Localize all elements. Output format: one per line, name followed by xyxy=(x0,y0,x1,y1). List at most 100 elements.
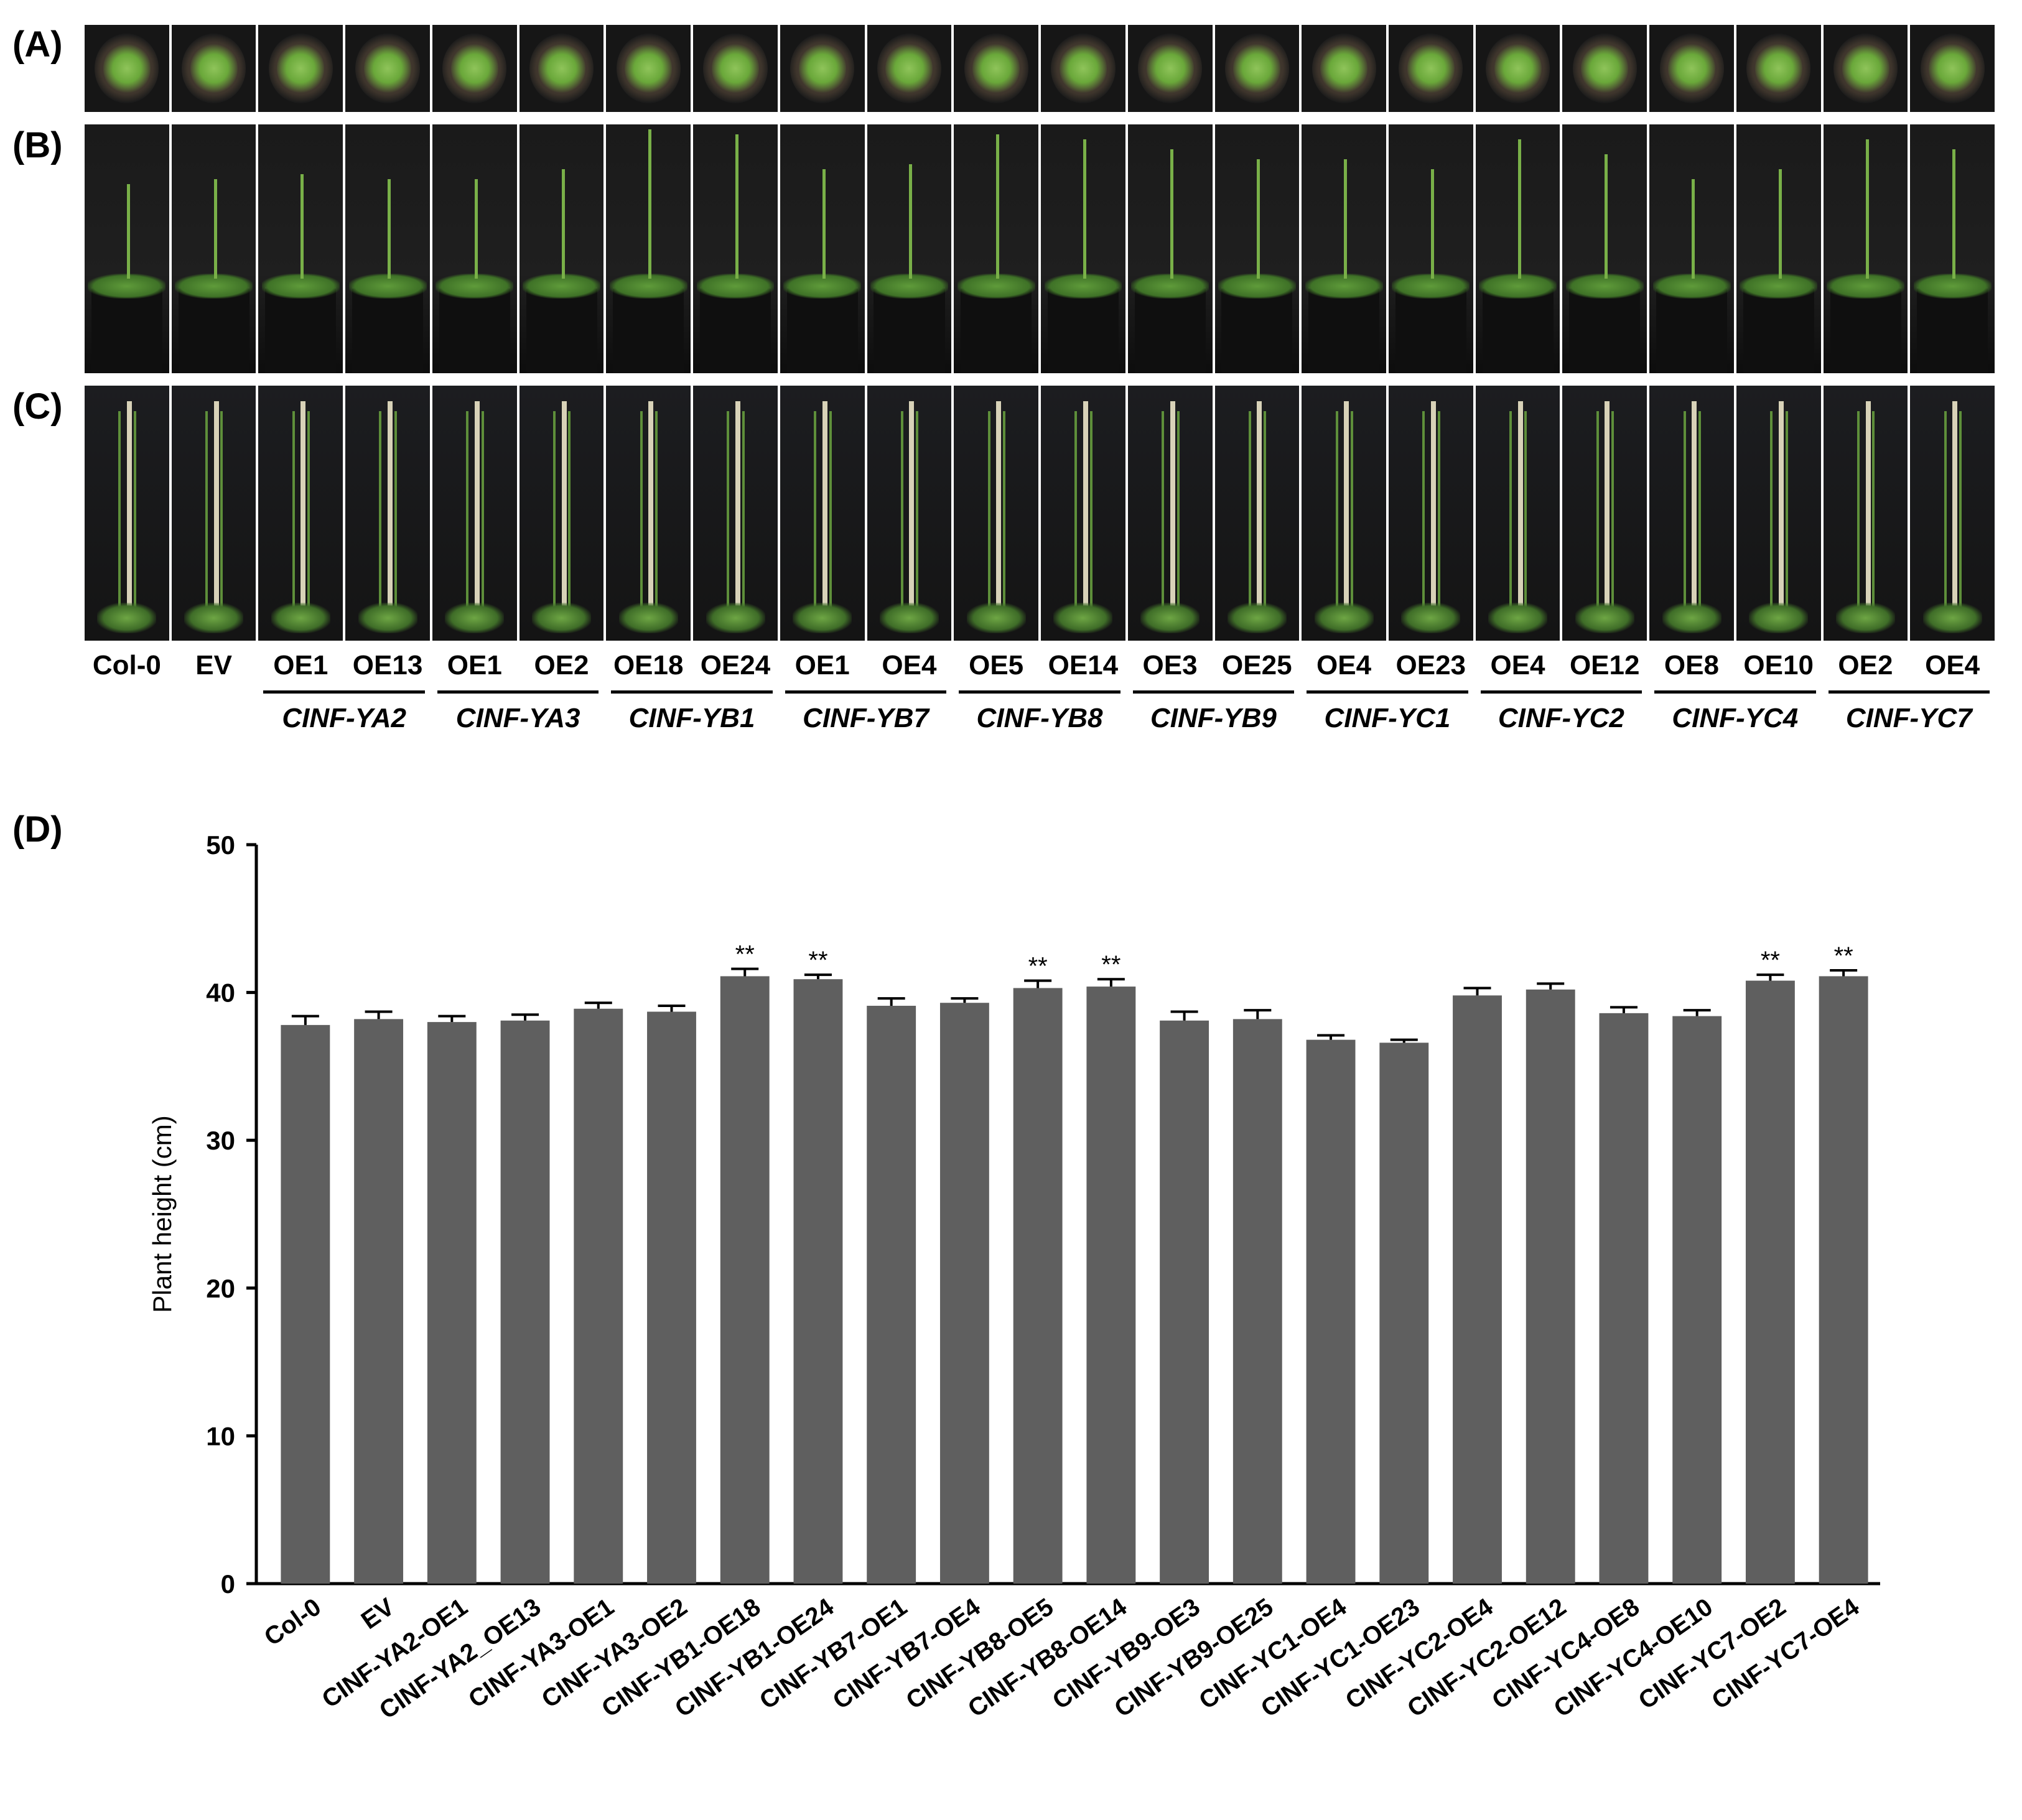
bolting-plant-photo xyxy=(432,124,517,373)
bar xyxy=(427,1022,477,1584)
significance-label: ** xyxy=(735,941,755,968)
bolting-plant-photo xyxy=(345,124,430,373)
bolting-plant-photo xyxy=(606,124,691,373)
bar xyxy=(1086,987,1136,1584)
genotype-label: OE13 xyxy=(352,650,423,680)
genotype-label: OE8 xyxy=(1664,650,1719,680)
bolting-plant-photo xyxy=(1214,124,1300,373)
mature-plant-photo xyxy=(1389,386,1473,641)
bar xyxy=(1013,988,1063,1584)
rosette-photo-strip xyxy=(85,25,1995,112)
gene-label: CINF-YB7 xyxy=(803,703,929,733)
genotype-label: EV xyxy=(195,650,232,680)
bar xyxy=(354,1019,404,1584)
genotype-label: OE18 xyxy=(613,650,684,680)
x-tick-label: Col-0 xyxy=(259,1593,326,1651)
mature-plant-photo xyxy=(780,386,865,641)
gene-underline xyxy=(1480,690,1642,694)
rosette-photo xyxy=(171,25,256,112)
x-tick-label: EV xyxy=(356,1593,399,1635)
rosette-photo xyxy=(693,25,778,112)
mature-plant-photo xyxy=(1562,386,1647,641)
genotype-label: OE2 xyxy=(534,650,589,680)
mature-plant-photo xyxy=(432,386,517,641)
gene-underline xyxy=(785,690,947,694)
bolting-plant-photo xyxy=(85,124,169,373)
rosette-photo xyxy=(954,25,1039,112)
genotype-label: OE4 xyxy=(1490,650,1545,680)
bar xyxy=(647,1011,696,1584)
gene-underline xyxy=(437,690,599,694)
rosette-photo xyxy=(1736,25,1821,112)
gene-label: CINF-YC1 xyxy=(1324,703,1451,733)
mature-plant-photo xyxy=(258,386,343,641)
bar xyxy=(1306,1039,1356,1584)
bar xyxy=(1526,989,1575,1584)
bolting-plant-photo xyxy=(867,124,952,373)
mature-plant-photo xyxy=(171,386,256,641)
rosette-photo xyxy=(1127,25,1213,112)
mature-plant-photo xyxy=(345,386,430,641)
genotype-label: OE23 xyxy=(1395,650,1466,680)
bar xyxy=(500,1020,550,1584)
panel-b-label: (B) xyxy=(12,125,63,165)
y-tick-label: 0 xyxy=(221,1569,235,1599)
rosette-photo xyxy=(780,25,865,112)
panel-d-label: (D) xyxy=(12,809,63,850)
mature-plant-photo xyxy=(85,386,169,641)
genotype-label: OE2 xyxy=(1838,650,1893,680)
bolting-plant-photo xyxy=(1127,124,1213,373)
rosette-photo xyxy=(1910,25,1995,112)
gene-underline xyxy=(1307,690,1468,694)
gene-underline xyxy=(611,690,773,694)
bolting-plant-photo xyxy=(258,124,343,373)
genotype-label-row: Col-0 EV OE1 OE13 OE1 OE2 OE18 OE24 OE1 OE4 OE5 OE1… xyxy=(0,650,2022,687)
rosette-photo xyxy=(258,25,343,112)
bar xyxy=(1672,1016,1722,1584)
bar xyxy=(867,1005,916,1584)
genotype-label: OE4 xyxy=(882,650,937,680)
panel-c-label: (C) xyxy=(12,386,63,427)
rosette-photo xyxy=(432,25,517,112)
mature-plant-photo xyxy=(1302,386,1387,641)
bar xyxy=(1745,980,1795,1584)
mature-plant-photo xyxy=(1823,386,1908,641)
genotype-label: OE5 xyxy=(969,650,1024,680)
gene-label: CINF-YB8 xyxy=(976,703,1103,733)
y-tick-label: 10 xyxy=(206,1421,235,1451)
significance-label: ** xyxy=(1834,942,1853,970)
mature-plant-photo-strip xyxy=(85,386,1995,641)
bolting-plant-photo xyxy=(1475,124,1560,373)
bolting-plant-photo xyxy=(1649,124,1734,373)
bar xyxy=(1160,1020,1209,1584)
bolting-photo-strip xyxy=(85,124,1995,373)
y-tick-label: 50 xyxy=(206,830,235,860)
genotype-label: OE25 xyxy=(1222,650,1292,680)
bar xyxy=(939,1003,989,1584)
rosette-photo xyxy=(519,25,604,112)
genotype-label: OE10 xyxy=(1743,650,1814,680)
rosette-photo xyxy=(1214,25,1300,112)
gene-label: CINF-YA2 xyxy=(282,703,406,733)
y-tick-label: 30 xyxy=(206,1126,235,1155)
mature-plant-photo xyxy=(1736,386,1821,641)
mature-plant-photo xyxy=(1649,386,1734,641)
mature-plant-photo xyxy=(1127,386,1213,641)
genotype-label: OE4 xyxy=(1925,650,1980,680)
significance-label: ** xyxy=(1761,947,1780,974)
genotype-label: OE14 xyxy=(1048,650,1119,680)
bar xyxy=(1453,995,1502,1584)
mature-plant-photo xyxy=(1910,386,1995,641)
rosette-photo xyxy=(1475,25,1560,112)
rosette-photo xyxy=(345,25,430,112)
mature-plant-photo xyxy=(1041,386,1125,641)
mature-plant-photo xyxy=(867,386,952,641)
bolting-plant-photo xyxy=(693,124,778,373)
gene-underline xyxy=(1828,690,1990,694)
gene-label-row: CINF-YA2 CINF-YA3 CINF-YB1 CINF-YB7 CINF-YB8… xyxy=(0,690,2022,746)
bar xyxy=(1819,976,1868,1584)
rosette-photo xyxy=(606,25,691,112)
mature-plant-photo xyxy=(1475,386,1560,641)
bolting-plant-photo xyxy=(1302,124,1387,373)
